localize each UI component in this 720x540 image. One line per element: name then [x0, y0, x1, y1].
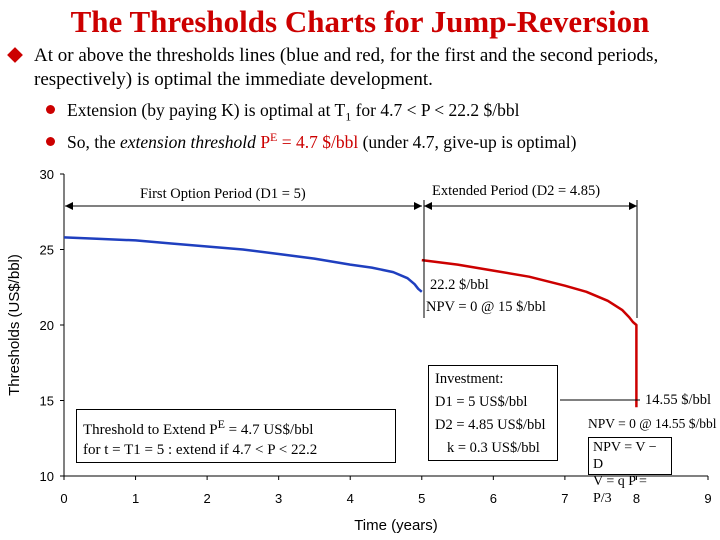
investment-d1: D1 = 5 US$/bbl	[435, 394, 528, 410]
y-tick-label: 25	[40, 243, 54, 258]
extended-period-arrowhead-left	[424, 202, 432, 210]
p222-label: 22.2 $/bbl	[430, 277, 489, 293]
diamond-bullet-icon	[7, 47, 23, 63]
npv-formula-line1: NPV = V − D	[593, 440, 657, 472]
sub1-subscript: 1	[345, 109, 352, 124]
threshold-line1: Threshold to Extend PE = 4.7 US$/bbl	[83, 414, 389, 440]
slide-title: The Thresholds Charts for Jump-Reversion	[70, 4, 650, 39]
x-tick-label: 5	[418, 491, 425, 506]
x-tick-label: 3	[275, 491, 282, 506]
y-tick-label: 20	[40, 318, 54, 333]
threshold-chart: 10 15 20 25 30 0 1 2 3 4 5 6 7 8 9 Time (years) Threshol…	[6, 167, 712, 534]
sub2-emphasis: extension threshold	[120, 131, 256, 152]
first-period-arrowhead-left	[65, 202, 73, 210]
threshold-line2: for t = T1 = 5 : extend if 4.7 < P < 22.…	[83, 442, 318, 458]
series-line-2	[421, 258, 638, 408]
x-tick-label: 2	[203, 491, 210, 506]
x-tick-label: 7	[561, 491, 568, 506]
npv-formula-line2: V = q P = P/3	[593, 474, 647, 506]
x-tick-label: 0	[60, 491, 67, 506]
extended-period-label: Extended Period (D2 = 4.85)	[432, 183, 601, 200]
threshold-line1-sup: E	[217, 417, 225, 431]
series-line-1	[63, 236, 423, 293]
sub-bullet-threshold: So, the extension threshold PE = 4.7 $/b…	[46, 126, 576, 153]
investment-d2: D2 = 4.85 US$/bbl	[435, 417, 546, 433]
x-tick-label: 4	[347, 491, 354, 506]
x-tick-label: 9	[704, 491, 711, 506]
first-period-label: First Option Period (D1 = 5)	[140, 186, 306, 203]
main-bullet-text: At or above the thresholds lines (blue a…	[34, 45, 659, 90]
threshold-to-extend-box: Threshold to Extend PE = 4.7 US$/bbl for…	[76, 409, 396, 463]
x-tick-label: 1	[132, 491, 139, 506]
x-axis-label: Time (years)	[354, 517, 438, 534]
extended-period-arrowhead-right	[629, 202, 637, 210]
sub1-text-a: Extension (by paying K) is optimal at T	[67, 100, 346, 120]
npv1455-label: NPV = 0 @ 14.55 $/bbl	[588, 416, 717, 432]
threshold-line1-b: = 4.7 US$/bbl	[224, 422, 314, 438]
npv-formula-box: NPV = V − D V = q P = P/3	[588, 437, 672, 506]
sub2-superscript: E	[270, 130, 278, 144]
x-tick-label: 6	[490, 491, 497, 506]
round-bullet-icon	[46, 136, 55, 146]
y-tick-label: 10	[40, 469, 54, 484]
y-axis-label: Thresholds (US$/bbl)	[6, 254, 23, 396]
sub2-text-d: (under 4.7, give-up is optimal)	[358, 131, 577, 152]
p1455-label: 14.55 $/bbl	[645, 392, 712, 409]
sub1-text-b: for 4.7 < P < 22.2 $/bbl	[351, 100, 520, 120]
investment-title: Investment:	[435, 371, 504, 387]
investment-box: Investment: D1 = 5 US$/bbl D2 = 4.85 US$…	[428, 365, 558, 461]
sub2-text-b: P	[255, 131, 271, 152]
x-tick-label: 8	[633, 491, 640, 506]
sub2-text-a: So, the	[67, 131, 120, 152]
y-tick-label: 15	[40, 394, 54, 409]
y-tick-label: 30	[40, 167, 54, 182]
first-period-arrowhead-right	[414, 202, 422, 210]
investment-k: k = 0.3 US$/bbl	[447, 440, 540, 456]
threshold-line1-a: Threshold to Extend P	[83, 422, 218, 438]
sub2-text-c: = 4.7 $/bbl	[277, 131, 359, 152]
npv15-label: NPV = 0 @ 15 $/bbl	[426, 299, 546, 315]
round-bullet-icon	[46, 105, 55, 114]
sub-bullet-extension: Extension (by paying K) is optimal at T1…	[46, 99, 520, 128]
